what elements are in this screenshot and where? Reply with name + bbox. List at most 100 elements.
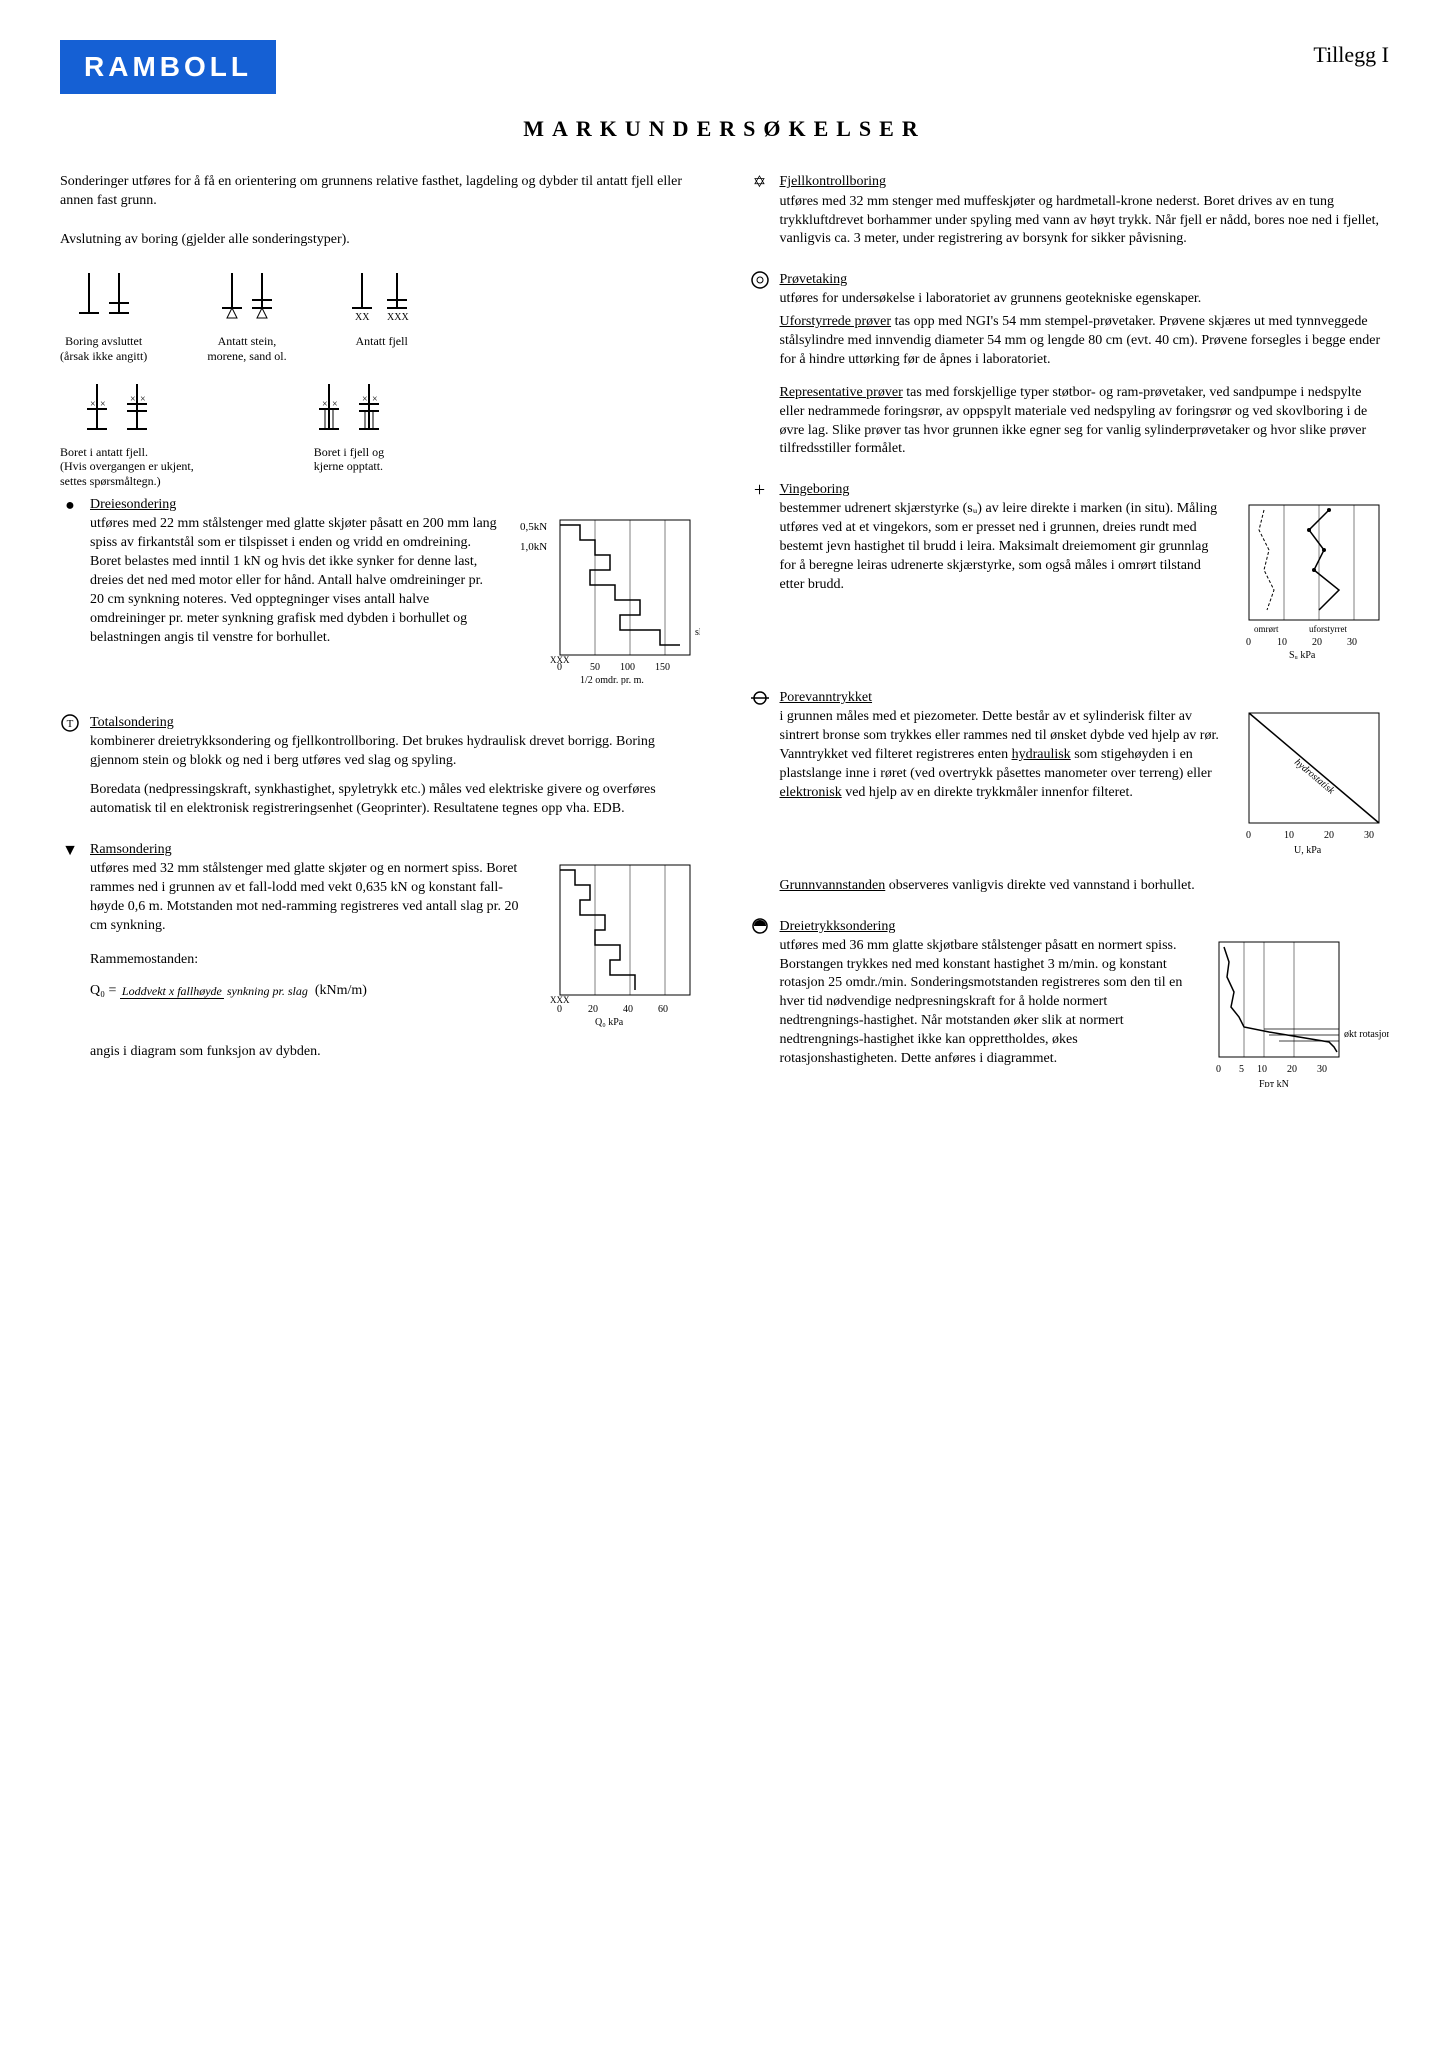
- svg-text:×: ×: [130, 394, 136, 405]
- svg-text:20: 20: [588, 1004, 598, 1015]
- svg-text:×: ×: [100, 399, 106, 410]
- svg-text:30: 30: [1317, 1064, 1327, 1075]
- fjellkontroll-title: Fjellkontrollboring: [780, 174, 887, 189]
- svg-text:×: ×: [362, 394, 368, 405]
- ramsondering-title: Ramsondering: [90, 842, 172, 857]
- dreiesondering-title: Dreiesondering: [90, 497, 176, 512]
- ramsondering-icon: ▼: [60, 841, 80, 860]
- svg-text:0,5kN: 0,5kN: [520, 521, 547, 533]
- porevann-section: Porevanntrykket i grunnen måles med et p…: [750, 689, 1390, 896]
- svg-text:Q₀ kPa: Q₀ kPa: [595, 1017, 624, 1028]
- right-column: ✡ Fjellkontrollboring utføres med 32 mm …: [750, 173, 1390, 1125]
- page-title: MARKUNDERSØKELSER: [60, 114, 1389, 144]
- svg-text:U, kPa: U, kPa: [1294, 845, 1322, 856]
- svg-text:5: 5: [1239, 1064, 1244, 1075]
- svg-text:×: ×: [372, 394, 378, 405]
- symbol-boret-fjell-kjerne: ×× ×× Boret i fjell og kjerne opptatt.: [314, 379, 404, 488]
- rock-icon: XX XXX: [347, 268, 417, 328]
- svg-text:100: 100: [620, 662, 635, 673]
- ramsondering-section: ▼ Ramsondering utføres med 32 mm stålste…: [60, 841, 700, 1062]
- totalsondering-body1: kombinerer dreietrykksondering og fjellk…: [90, 733, 700, 771]
- dreietrykk-chart: økt rotasjon 0 5 10 20 30 Fᴅᴛ kN: [1209, 937, 1389, 1104]
- ramsondering-chart: XXX 0 20 40 60 Q₀ kPa: [540, 860, 700, 1037]
- svg-text:10: 10: [1257, 1064, 1267, 1075]
- ramsondering-formula-label: Rammemostanden:: [90, 951, 520, 970]
- logo: RAMBOLL: [60, 40, 276, 94]
- ramsondering-formula: Q₀ = Loddvekt x fallhøyde synkning pr. s…: [90, 982, 520, 1001]
- uforstyrrede: Uforstyrrede prøver tas opp med NGI's 54…: [780, 313, 1390, 370]
- svg-text:×: ×: [90, 399, 96, 410]
- vingeboring-icon: +: [750, 481, 770, 499]
- svg-text:1,0kN: 1,0kN: [520, 541, 547, 553]
- svg-text:20: 20: [1312, 637, 1322, 648]
- boring-end-icon: [74, 268, 134, 328]
- main-columns: Sonderinger utføres for å få en orienter…: [60, 173, 1389, 1125]
- provetaking-title: Prøvetaking: [780, 272, 848, 287]
- fjellkontroll-icon: ✡: [750, 173, 770, 192]
- svg-text:hydrostatisk: hydrostatisk: [1292, 757, 1337, 797]
- svg-text:60: 60: [658, 1004, 668, 1015]
- svg-text:20: 20: [1287, 1064, 1297, 1075]
- dreietrykk-title: Dreietrykksondering: [780, 919, 896, 934]
- ramsondering-body: utføres med 32 mm stålstenger med glatte…: [90, 861, 518, 933]
- totalsondering-title: Totalsondering: [90, 715, 174, 730]
- fjellkontroll-section: ✡ Fjellkontrollboring utføres med 32 mm …: [750, 173, 1390, 249]
- totalsondering-section: T Totalsondering kombinerer dreietrykkso…: [60, 714, 700, 818]
- provetaking-body1: utføres for undersøkelse i laboratoriet …: [780, 290, 1390, 309]
- symbol-boring-avsluttet: Boring avsluttet (årsak ikke angitt): [60, 268, 147, 363]
- fjellkontroll-body: utføres med 32 mm stenger med muffeskjøt…: [780, 193, 1390, 250]
- vingeboring-title: Vingeboring: [780, 482, 850, 497]
- ramsondering-after: angis i diagram som funksjon av dybden.: [90, 1043, 700, 1062]
- svg-text:Fᴅᴛ kN: Fᴅᴛ kN: [1259, 1079, 1289, 1090]
- representative: Representative prøver tas med forskjelli…: [780, 384, 1390, 460]
- dreietrykk-section: Dreietrykksondering utføres med 36 mm gl…: [750, 918, 1390, 1104]
- svg-text:40: 40: [623, 1004, 633, 1015]
- svg-text:0: 0: [557, 1004, 562, 1015]
- symbol-boret-antatt-fjell: ×× ×× Boret i antatt fjell. (Hvis overga…: [60, 379, 194, 488]
- provetaking-icon: [750, 271, 770, 289]
- header-row: RAMBOLL Tillegg I: [60, 40, 1389, 94]
- svg-text:50: 50: [590, 662, 600, 673]
- grunnvann: Grunnvannstanden observeres vanligvis di…: [780, 877, 1390, 896]
- svg-text:0: 0: [557, 662, 562, 673]
- symbols-row-2: ×× ×× Boret i antatt fjell. (Hvis overga…: [60, 379, 700, 488]
- svg-text:×: ×: [332, 399, 338, 410]
- porevann-title: Porevanntrykket: [780, 690, 873, 705]
- svg-text:omrørt: omrørt: [1254, 624, 1279, 634]
- dreiesondering-body: utføres med 22 mm stålstenger med glatte…: [90, 515, 500, 647]
- dreietrykk-body: utføres med 36 mm glatte skjøtbare ståls…: [780, 937, 1190, 1069]
- vingeboring-section: + Vingeboring bestemmer udrenert skjærst…: [750, 481, 1390, 667]
- svg-text:30: 30: [1347, 637, 1357, 648]
- svg-text:Sᵤ kPa: Sᵤ kPa: [1289, 650, 1316, 660]
- svg-text:0: 0: [1246, 830, 1251, 841]
- svg-text:slag: slag: [695, 627, 700, 638]
- drilled-rock-icon: × × × ×: [82, 379, 172, 439]
- totalsondering-icon: T: [60, 714, 80, 732]
- provetaking-section: Prøvetaking utføres for undersøkelse i l…: [750, 271, 1390, 459]
- dreiesondering-icon: ●: [60, 496, 80, 515]
- vingeboring-chart: omrørt uforstyrret 0 10 20 30 Sᵤ kPa: [1239, 500, 1389, 667]
- symbols-row-1: Boring avsluttet (årsak ikke angitt) Ant…: [60, 268, 700, 363]
- dreiesondering-section: ● Dreiesondering utføres med 22 mm ståls…: [60, 496, 700, 692]
- svg-text:20: 20: [1324, 830, 1334, 841]
- svg-text:×: ×: [140, 394, 146, 405]
- svg-text:uforstyrret: uforstyrret: [1309, 624, 1347, 634]
- porevann-body: i grunnen måles med et piezometer. Dette…: [780, 708, 1220, 802]
- left-column: Sonderinger utføres for å få en orienter…: [60, 173, 700, 1125]
- stone-icon: [217, 268, 277, 328]
- svg-text:økt rotasjon: økt rotasjon: [1344, 1029, 1389, 1040]
- svg-text:10: 10: [1284, 830, 1294, 841]
- vingeboring-body: bestemmer udrenert skjærstyrke (sᵤ) av l…: [780, 500, 1220, 594]
- svg-text:0: 0: [1246, 637, 1251, 648]
- dreietrykk-icon: [750, 918, 770, 934]
- svg-text:150: 150: [655, 662, 670, 673]
- totalsondering-body2: Boredata (nedpressingskraft, synkhastigh…: [90, 781, 700, 819]
- termination-heading: Avslutning av boring (gjelder alle sonde…: [60, 231, 700, 250]
- svg-text:10: 10: [1277, 637, 1287, 648]
- core-icon: × × × ×: [314, 379, 404, 439]
- appendix-label: Tillegg I: [1313, 40, 1389, 70]
- svg-text:1/2 omdr. pr. m.: 1/2 omdr. pr. m.: [580, 675, 644, 685]
- svg-text:×: ×: [322, 399, 328, 410]
- symbol-antatt-stein: Antatt stein, morene, sand ol.: [207, 268, 286, 363]
- svg-text:0: 0: [1216, 1064, 1221, 1075]
